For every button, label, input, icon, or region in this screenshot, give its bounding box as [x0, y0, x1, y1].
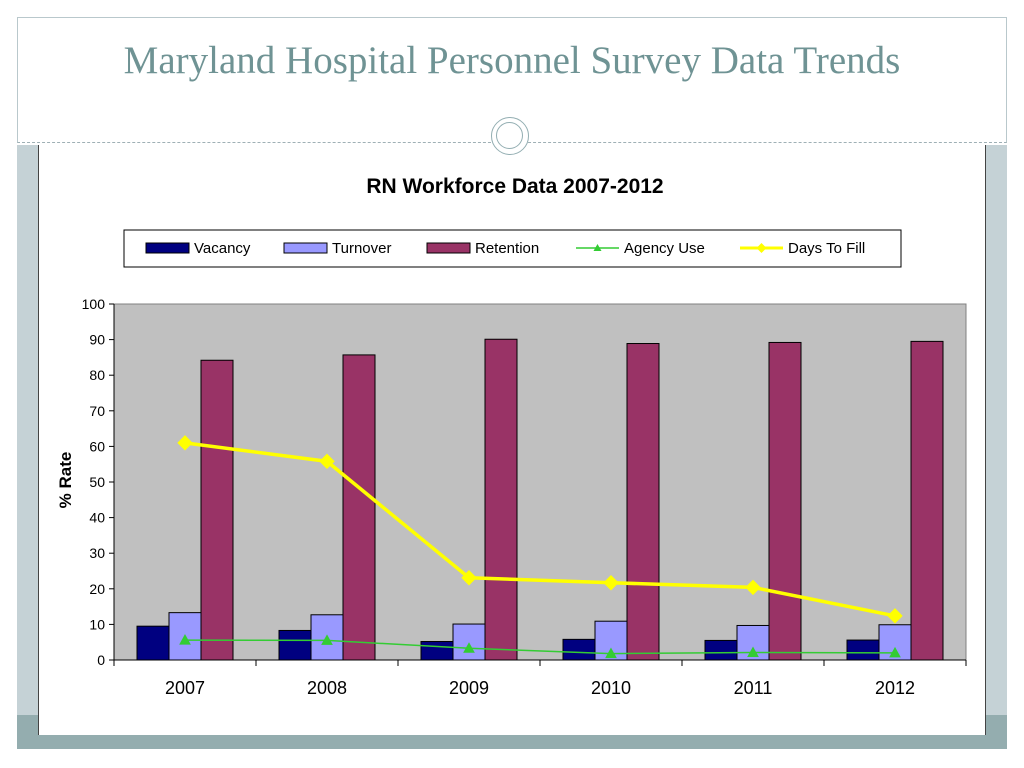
bar-retention-2010: [626, 343, 660, 661]
x-tick-label-2007: 2007: [165, 678, 205, 698]
legend-label-agency-use: Agency Use: [624, 240, 705, 257]
right-side-bar: [986, 145, 1007, 749]
point-days-to-fill-2012: [887, 608, 903, 624]
bar-vacancy-2008: [278, 629, 312, 661]
bar-retention-2011: [768, 341, 802, 661]
y-tick-label-80: 80: [89, 367, 105, 383]
axes: 0 10 20 30 40 50 60 70 80 90 100 2007 2008 2009 2010 20…: [82, 296, 967, 698]
y-tick-label-50: 50: [89, 474, 105, 490]
point-agency-use-2011: [747, 646, 759, 658]
x-tick-label-2012: 2012: [875, 678, 915, 698]
bar-retention-2007: [200, 359, 234, 661]
legend-swatch-retention: [426, 242, 471, 254]
chart-legend: Vacancy Turnover Retention Agency Use Days T…: [123, 229, 902, 268]
line-days-to-fill: [184, 441, 896, 618]
point-days-to-fill-2009: [461, 570, 477, 586]
y-tick-label-90: 90: [89, 332, 105, 348]
point-days-to-fill-2011: [745, 579, 761, 596]
legend-label-retention: Retention: [475, 240, 539, 257]
bar-vacancy-2009: [420, 640, 454, 661]
y-tick-label-10: 10: [89, 616, 105, 632]
point-agency-use-2008: [321, 634, 333, 645]
bar-vacancy-2011: [704, 639, 738, 661]
legend-label-turnover: Turnover: [332, 240, 391, 257]
legend-marker-days-to-fill: [756, 243, 767, 253]
legend-label-vacancy: Vacancy: [194, 240, 251, 257]
decorative-circle-icon: [491, 117, 529, 155]
bar-retention-2009: [484, 338, 518, 661]
bar-vacancy-2012: [846, 639, 880, 661]
x-tick-label-2010: 2010: [591, 678, 631, 698]
slide-title: Maryland Hospital Personnel Survey Data …: [123, 39, 901, 82]
legend-marker-agency-use: [593, 244, 602, 251]
y-tick-label-0: 0: [97, 652, 105, 668]
y-axis-label: % Rate: [56, 452, 75, 509]
chart-title: RN Workforce Data 2007-2012: [366, 175, 663, 198]
point-agency-use-2007: [179, 634, 191, 645]
y-tick-label-30: 30: [89, 545, 105, 561]
legend-swatch-vacancy: [145, 242, 190, 254]
bar-retention-2008: [342, 354, 376, 661]
bar-vacancy-2007: [136, 625, 170, 661]
x-tick-label-2008: 2008: [307, 678, 347, 698]
chart-panel: RN Workforce Data 2007-2012 % Rate Vacan…: [38, 145, 986, 735]
x-tick-label-2011: 2011: [734, 678, 773, 698]
point-agency-use-2012: [889, 646, 901, 658]
plot-background: [113, 303, 967, 661]
plot-area: [113, 303, 967, 661]
point-days-to-fill-2010: [603, 575, 619, 591]
bar-vacancy-2010: [562, 638, 596, 661]
y-tick-label-70: 70: [89, 403, 105, 419]
y-tick-label-100: 100: [82, 296, 106, 312]
point-agency-use-2010: [605, 647, 617, 659]
y-tick-label-20: 20: [89, 581, 105, 597]
y-tick-label-40: 40: [89, 510, 105, 526]
legend-swatch-turnover: [283, 242, 328, 254]
point-days-to-fill-2008: [319, 453, 335, 470]
bar-retention-2012: [910, 340, 944, 661]
bar-turnover-2009: [452, 623, 486, 661]
line-agency-use: [184, 639, 896, 655]
point-agency-use-2009: [463, 642, 475, 653]
legend-label-days-to-fill: Days To Fill: [788, 240, 865, 257]
point-days-to-fill-2007: [177, 435, 193, 451]
x-tick-label-2009: 2009: [449, 678, 489, 698]
rn-workforce-chart: RN Workforce Data 2007-2012 % Rate Vacan…: [56, 175, 967, 698]
y-tick-label-60: 60: [89, 438, 105, 454]
left-side-bar: [17, 145, 38, 749]
